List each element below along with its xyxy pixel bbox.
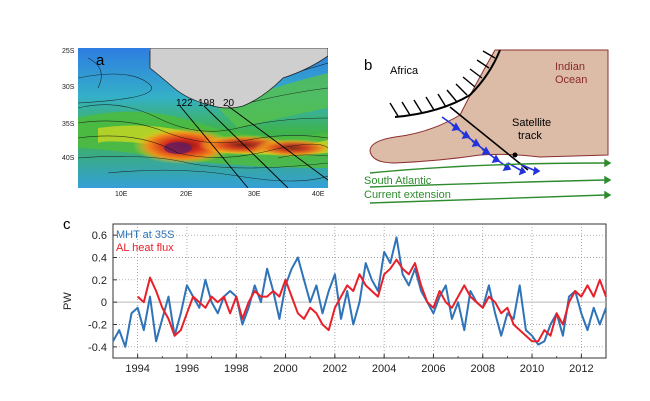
lon-label-10e: 10E [115,191,128,198]
x-tick-label: 2012 [569,363,593,375]
y-tick-label: 0 [101,297,107,309]
x-tick-label: 1994 [125,363,149,375]
track-label-20: 20 [223,98,235,109]
africa-label: Africa [390,65,419,77]
y-tick-label: -0.2 [88,320,107,332]
coastline [394,49,501,118]
lat-label-35s: 35S [62,121,75,128]
x-tick-label: 1998 [224,363,248,375]
lat-label-30s: 30S [62,84,75,91]
x-tick-label: 2004 [372,363,396,375]
satellite-label-1: Satellite [512,117,552,129]
lat-label-25s: 25S [62,48,75,55]
x-tick-label: 2008 [471,363,495,375]
ocean-label-2: Ocean [555,74,588,86]
lon-label-20e: 20E [180,191,193,198]
current-arrows [369,158,612,204]
y-tick-label: -0.4 [88,342,107,354]
x-tick-label: 1996 [175,363,199,375]
panel-a: a 122 198 20 [78,48,328,188]
ocean-label-1: Indian [555,61,585,73]
al-heat-flux-series-line [137,258,607,343]
y-tick-label: 0.4 [92,253,107,265]
satellite-tracks [179,105,328,188]
track-label-122: 122 [176,98,193,109]
panel-b: b Africa Indian Ocean Satellite track So… [350,45,620,210]
y-tick-label: 0.2 [92,275,107,287]
panel-b-letter: b [364,57,373,74]
flux-arrows [441,116,541,176]
panel-a-letter: a [96,52,105,69]
current-label-2: Current extension [364,189,451,201]
legend-al: AL heat flux [116,242,174,254]
schematic [369,49,612,204]
track-label-198: 198 [198,98,215,109]
current-label-1: South Atlantic [364,175,432,187]
x-tick-label: 2006 [421,363,445,375]
panel-c-letter: c [63,216,71,233]
satellite-track-line [449,106,529,171]
satellite-label-2: track [518,130,542,142]
lat-label-40s: 40S [62,155,75,162]
sst-map [78,48,328,188]
mht-series-line [112,236,607,348]
x-tick-label: 2000 [273,363,297,375]
y-tick-label: 0.6 [92,230,107,242]
x-tick-label: 2010 [520,363,544,375]
lon-label-40e: 40E [312,191,325,198]
legend-mht: MHT at 35S [116,229,175,241]
lon-label-30e: 30E [248,191,261,198]
x-tick-label: 2002 [323,363,347,375]
